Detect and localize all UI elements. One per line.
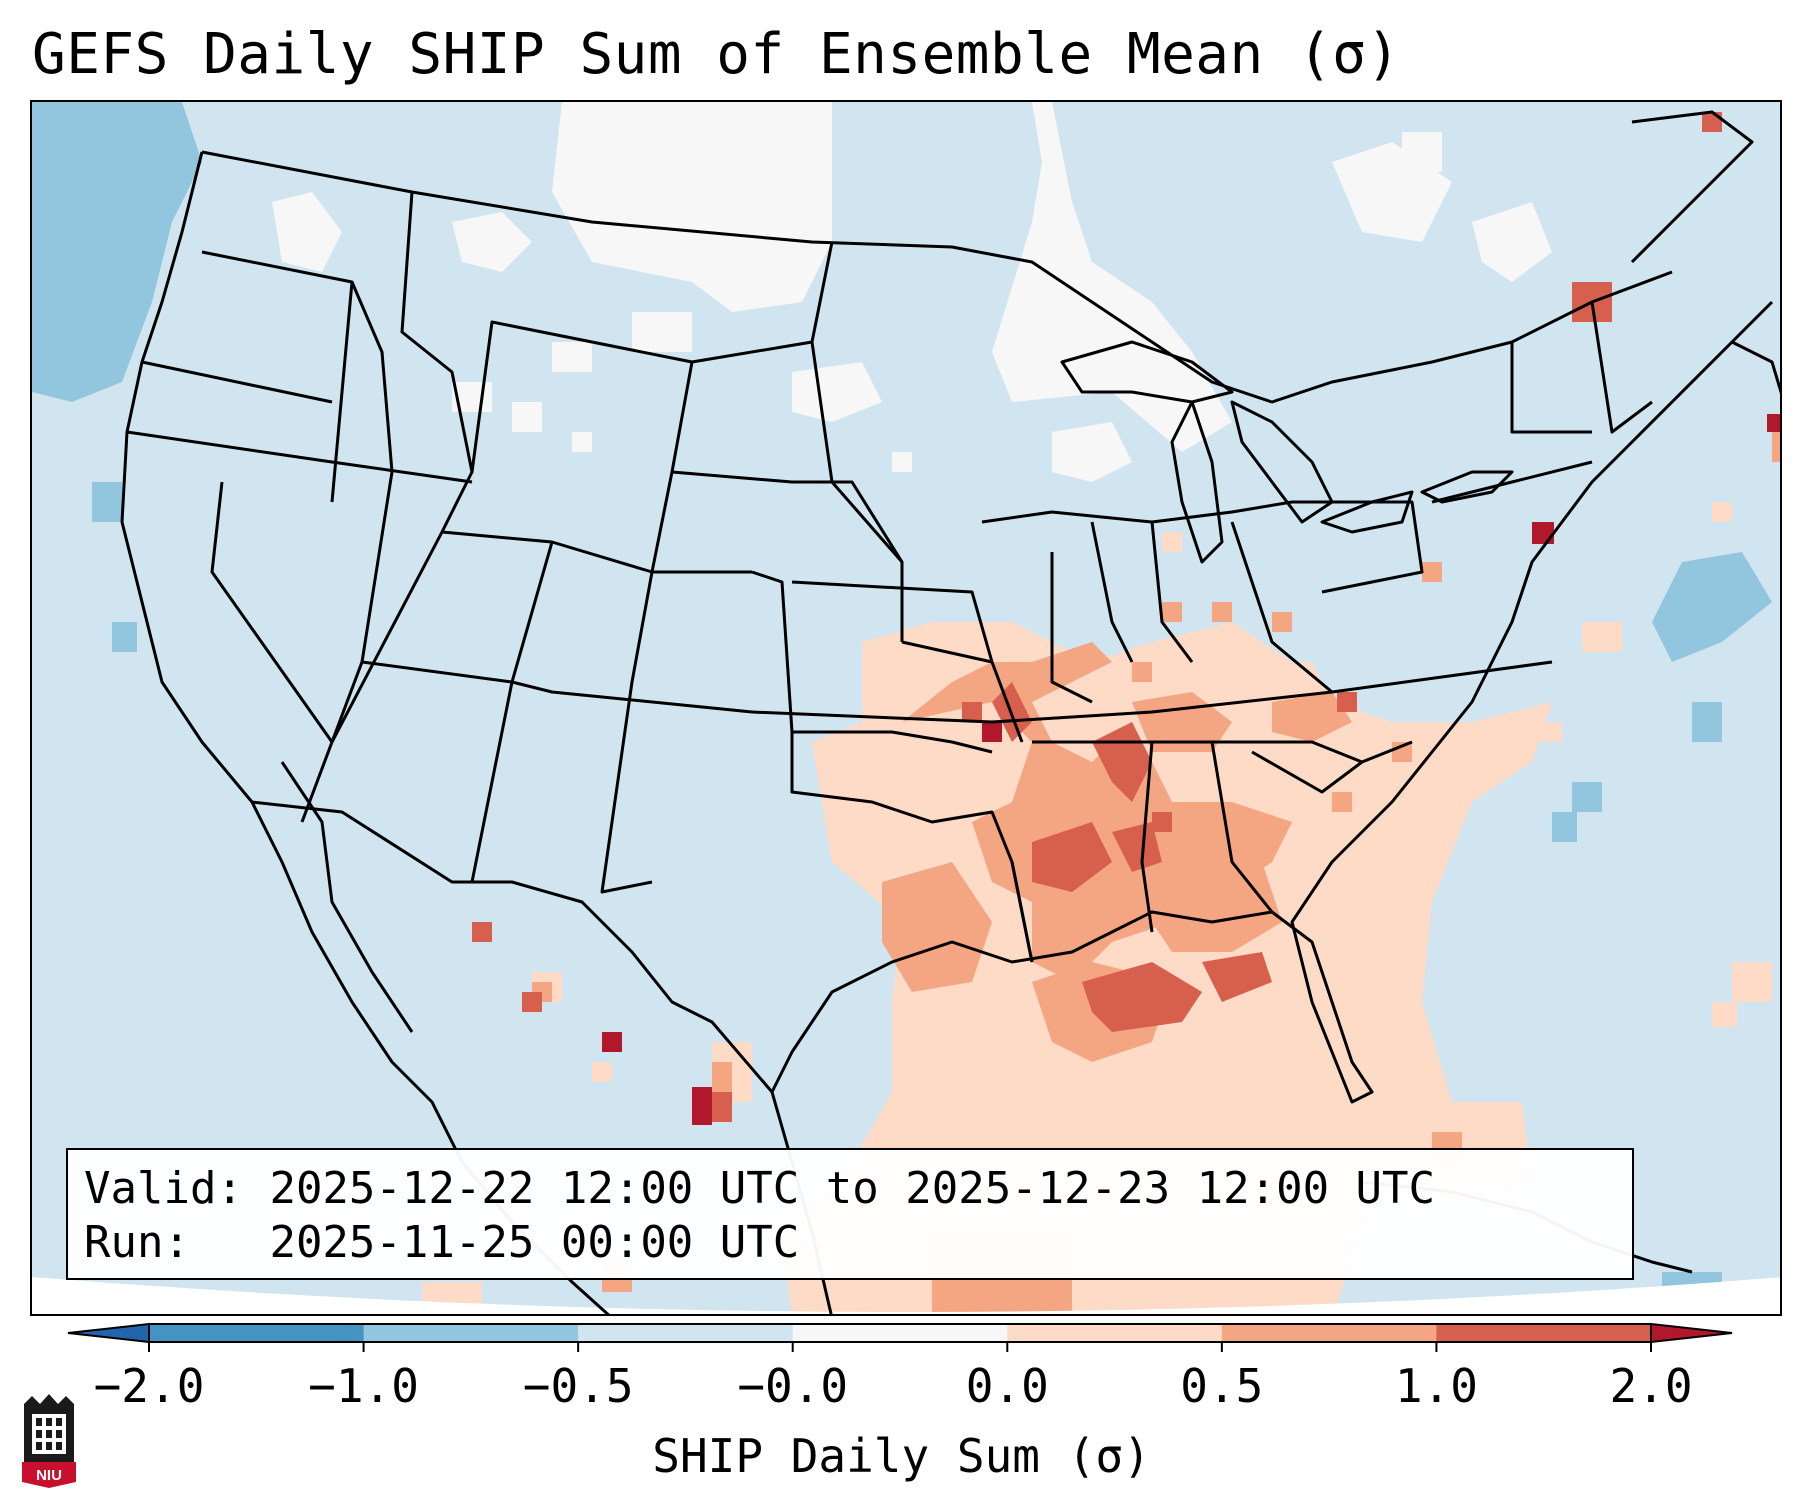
- svg-text:NIU: NIU: [36, 1467, 62, 1484]
- colorbar-tick-label: −0.5: [522, 1359, 634, 1413]
- colorbar-bin: [792, 1324, 1008, 1342]
- colorbar-bin: [1221, 1324, 1437, 1342]
- atlantic-negative-anomaly: [1552, 552, 1772, 1314]
- colorbar-tick-label: −0.0: [737, 1359, 849, 1413]
- colorbar-label: SHIP Daily Sum (σ): [652, 1429, 1151, 1483]
- ship-anomaly-map: [32, 102, 1780, 1314]
- niu-logo: NIU: [22, 1394, 76, 1488]
- colorbar-bin: [578, 1324, 794, 1342]
- run-info-box: Valid: 2025-12-22 12:00 UTC to 2025-12-2…: [66, 1148, 1634, 1280]
- positive-anomaly-medium: [532, 432, 1780, 1314]
- run-value: 2025-11-25 00:00 UTC: [269, 1217, 800, 1268]
- colorbar-tick-label: −2.0: [93, 1359, 205, 1413]
- colorbar-bin: [363, 1324, 579, 1342]
- positive-anomaly-extreme: [602, 414, 1780, 1125]
- map-title: GEFS Daily SHIP Sum of Ensemble Mean (σ): [32, 22, 1401, 87]
- colorbar-tick-label: 0.5: [1180, 1359, 1264, 1413]
- near-zero-field: [272, 102, 1552, 482]
- projection-edge: [32, 1277, 1780, 1314]
- colorbar-bin: [1007, 1324, 1223, 1342]
- colorbar-tick-label: 0.0: [965, 1359, 1049, 1413]
- colorbar-tick-label: −1.0: [308, 1359, 419, 1413]
- political-boundaries: [120, 110, 1780, 1314]
- colorbar-bin: [1436, 1324, 1652, 1342]
- colorbar-outline: [148, 1323, 1652, 1343]
- colorbar-bin: [149, 1324, 365, 1342]
- pacific-negative-anomaly: [32, 102, 202, 652]
- valid-value: 2025-12-22 12:00 UTC to 2025-12-23 12:00…: [269, 1163, 1436, 1214]
- colorbar-extend-high: [1650, 1322, 1733, 1344]
- run-row: Run: 2025-11-25 00:00 UTC: [84, 1216, 1616, 1270]
- colorbar-extend-low: [67, 1322, 150, 1344]
- valid-row: Valid: 2025-12-22 12:00 UTC to 2025-12-2…: [84, 1162, 1616, 1216]
- colorbar: [67, 1322, 1733, 1352]
- colorbar-tick-label: 1.0: [1394, 1359, 1478, 1413]
- run-label: Run:: [84, 1217, 190, 1268]
- valid-label: Valid:: [84, 1163, 243, 1214]
- colorbar-tick-label: 2.0: [1609, 1359, 1693, 1413]
- map-panel: [30, 100, 1782, 1316]
